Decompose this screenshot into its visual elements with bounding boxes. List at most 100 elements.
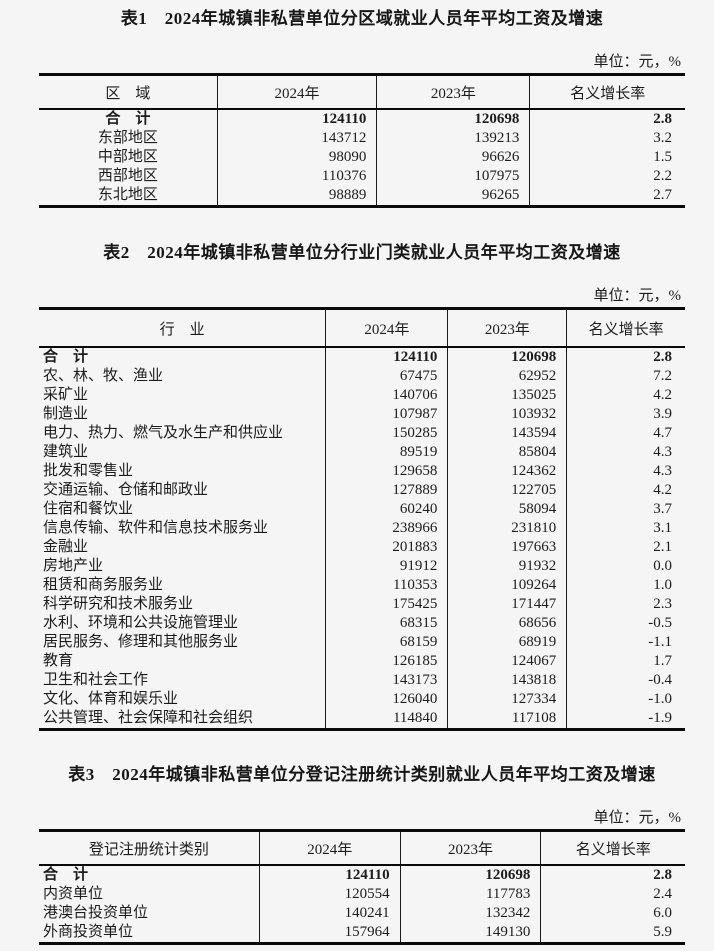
cell-2023: 171447 [447, 595, 568, 614]
row-label: 卫生和社会工作 [39, 671, 327, 690]
cell-growth: 2.8 [653, 867, 672, 883]
cell-growth: 1.5 [653, 149, 672, 165]
row-label: 外商投资单位 [39, 923, 260, 944]
row-label: 中部地区 [39, 148, 218, 167]
row-label: 文化、体育和娱乐业 [39, 690, 327, 709]
table-row: 公共管理、社会保障和社会组织 114840 117108 -1.9 [39, 709, 685, 730]
cell-growth: -0.5 [648, 615, 672, 631]
row-label: 租赁和商务服务业 [39, 576, 327, 595]
cell-2024: 126185 [325, 652, 449, 671]
cell-2024: 60240 [325, 500, 449, 519]
column-header-growth: 名义增长率 [566, 308, 685, 348]
cell-2024: 120554 [259, 885, 401, 904]
cell-growth: -1.1 [648, 634, 672, 650]
table1-unit-label: 单位：元，% [593, 54, 682, 70]
cell-2024: 98889 [217, 186, 378, 207]
table-row: 合 计 124110 120698 2.8 [39, 865, 685, 885]
table-row: 合 计 124110 120698 2.8 [39, 109, 685, 129]
cell-2023: 124362 [447, 462, 568, 481]
cell-growth: 2.2 [653, 168, 672, 184]
cell-2024: 150285 [325, 424, 449, 443]
cell-2024: 157964 [259, 923, 401, 944]
cell-2024: 140241 [259, 904, 401, 923]
cell-2024: 175425 [325, 595, 449, 614]
row-label: 金融业 [39, 538, 327, 557]
cell-2024: 68159 [325, 633, 449, 652]
cell-growth: -1.9 [648, 710, 672, 726]
cell-2024: 107987 [325, 405, 449, 424]
cell-2024: 114840 [325, 709, 449, 730]
table-row: 建筑业 89519 85804 4.3 [39, 443, 685, 462]
row-label: 建筑业 [39, 443, 327, 462]
cell-growth: -1.0 [648, 691, 672, 707]
row-label: 交通运输、仓储和邮政业 [39, 481, 327, 500]
row-label: 住宿和餐饮业 [39, 500, 327, 519]
cell-growth: -0.4 [648, 672, 672, 688]
column-header-industry: 行 业 [39, 308, 327, 348]
column-header-2023: 2023年 [376, 74, 531, 110]
cell-2024: 126040 [325, 690, 449, 709]
table-row: 采矿业 140706 135025 4.2 [39, 386, 685, 405]
region-wage-table: 区 域 2024年 2023年 名义增长率 合 计 124110 120698 2.8… [39, 73, 685, 208]
cell-growth: 4.7 [653, 425, 672, 441]
cell-2023: 120698 [376, 109, 531, 129]
table2-title: 表2 2024年城镇非私营单位分行业门类就业人员年平均工资及增速 [103, 243, 621, 262]
cell-2023: 124067 [447, 652, 568, 671]
cell-2023: 231810 [447, 519, 568, 538]
table-row: 金融业 201883 197663 2.1 [39, 538, 685, 557]
table-row: 农、林、牧、渔业 67475 62952 7.2 [39, 367, 685, 386]
cell-growth: 2.8 [653, 349, 672, 365]
row-label: 制造业 [39, 405, 327, 424]
row-label: 采矿业 [39, 386, 327, 405]
table-row: 教育 126185 124067 1.7 [39, 652, 685, 671]
table3-unit-label: 单位：元，% [593, 810, 682, 826]
row-label: 合 计 [39, 347, 327, 367]
cell-2023: 143818 [447, 671, 568, 690]
cell-2024: 124110 [217, 109, 378, 129]
cell-2023: 96265 [376, 186, 531, 207]
cell-growth: 1.7 [653, 653, 672, 669]
cell-growth: 2.4 [653, 886, 672, 902]
cell-2024: 143712 [217, 129, 378, 148]
table1-title: 表1 2024年城镇非私营单位分区域就业人员年平均工资及增速 [120, 9, 604, 28]
column-header-region: 区 域 [39, 74, 218, 110]
header-row: 区 域 2024年 2023年 名义增长率 [39, 74, 685, 110]
row-label: 房地产业 [39, 557, 327, 576]
row-label: 内资单位 [39, 885, 260, 904]
row-label: 批发和零售业 [39, 462, 327, 481]
cell-2023: 68656 [447, 614, 568, 633]
cell-2024: 89519 [325, 443, 449, 462]
cell-2023: 103932 [447, 405, 568, 424]
cell-growth: 3.7 [653, 501, 672, 517]
row-label: 居民服务、修理和其他服务业 [39, 633, 327, 652]
row-label: 港澳台投资单位 [39, 904, 260, 923]
cell-2023: 107975 [376, 167, 531, 186]
cell-2023: 96626 [376, 148, 531, 167]
table-row: 居民服务、修理和其他服务业 68159 68919 -1.1 [39, 633, 685, 652]
registration-wage-table: 登记注册统计类别 2024年 2023年 名义增长率 合 计 124110 1206… [39, 829, 685, 945]
table-row: 房地产业 91912 91932 0.0 [39, 557, 685, 576]
table-row: 批发和零售业 129658 124362 4.3 [39, 462, 685, 481]
table-row: 住宿和餐饮业 60240 58094 3.7 [39, 500, 685, 519]
row-label: 水利、环境和公共设施管理业 [39, 614, 327, 633]
cell-2023: 85804 [447, 443, 568, 462]
table-row: 港澳台投资单位 140241 132342 6.0 [39, 904, 685, 923]
column-header-2023: 2023年 [447, 308, 568, 348]
column-header-registration-type: 登记注册统计类别 [39, 830, 260, 866]
cell-2023: 120698 [447, 347, 568, 367]
table3-title: 表3 2024年城镇非私营单位分登记注册统计类别就业人员年平均工资及增速 [68, 765, 656, 784]
cell-2024: 238966 [325, 519, 449, 538]
cell-2023: 68919 [447, 633, 568, 652]
table-row: 外商投资单位 157964 149130 5.9 [39, 923, 685, 944]
cell-2023: 132342 [400, 904, 542, 923]
table-row: 交通运输、仓储和邮政业 127889 122705 4.2 [39, 481, 685, 500]
header-row: 登记注册统计类别 2024年 2023年 名义增长率 [39, 830, 685, 866]
cell-2023: 135025 [447, 386, 568, 405]
cell-2023: 143594 [447, 424, 568, 443]
cell-2023: 122705 [447, 481, 568, 500]
cell-2023: 127334 [447, 690, 568, 709]
cell-growth: 2.7 [653, 187, 672, 203]
table-row: 租赁和商务服务业 110353 109264 1.0 [39, 576, 685, 595]
row-label: 西部地区 [39, 167, 218, 186]
